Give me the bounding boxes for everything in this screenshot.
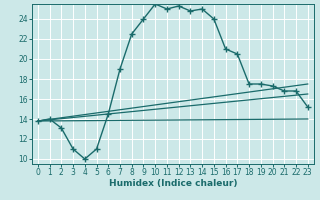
X-axis label: Humidex (Indice chaleur): Humidex (Indice chaleur) <box>108 179 237 188</box>
